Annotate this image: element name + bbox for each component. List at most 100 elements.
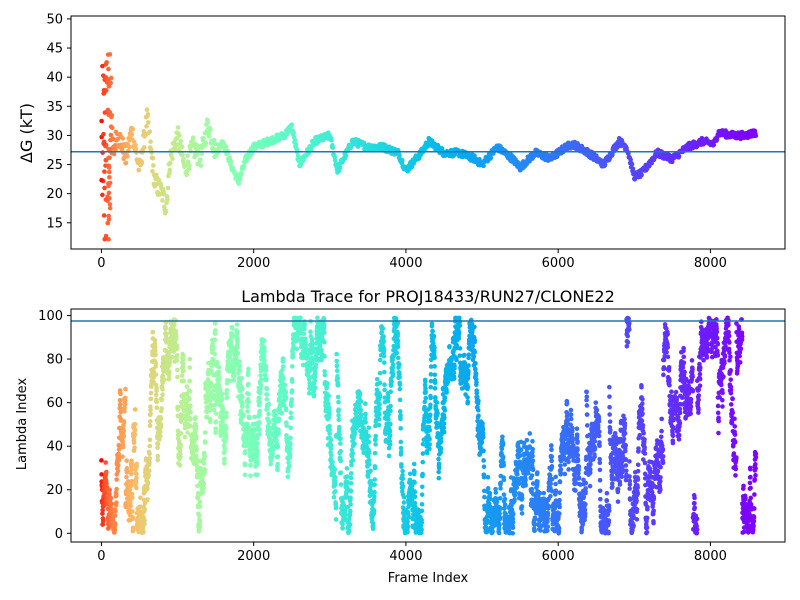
lambda-point [145, 480, 151, 485]
lambda-point [223, 425, 229, 431]
delta-g-point [211, 137, 217, 143]
lambda-point [338, 436, 343, 442]
lambda-point [424, 450, 430, 456]
delta-g-point [289, 122, 295, 127]
lambda-point [436, 475, 442, 481]
lambda-point [501, 492, 507, 497]
lambda-point [116, 457, 122, 463]
lambda-point [113, 508, 118, 514]
lambda-point [412, 494, 418, 500]
lambda-point [372, 477, 378, 482]
delta-g-point [201, 136, 206, 141]
lambda-point [347, 508, 353, 514]
lambda-point [255, 441, 261, 446]
lambda-point [285, 468, 291, 474]
lambda-point [451, 376, 457, 381]
lambda-point [280, 376, 286, 381]
lambda-point [321, 321, 327, 327]
lambda-point [434, 400, 440, 405]
lambda-point [289, 388, 295, 393]
lambda-point [287, 446, 293, 451]
lambda-point [264, 392, 270, 397]
delta-g-point [136, 167, 142, 173]
delta-g-point [181, 156, 186, 162]
lambda-point [500, 434, 505, 440]
lambda-point [251, 421, 257, 427]
lambda-point [368, 468, 373, 474]
delta-g-point [129, 131, 135, 137]
delta-g-point [481, 163, 486, 169]
lambda-point [246, 391, 251, 397]
lambda-point [216, 364, 222, 370]
delta-g-point [107, 175, 112, 180]
lambda-point [264, 397, 270, 402]
lambda-point [262, 372, 268, 377]
lambda-point [332, 474, 338, 480]
delta-g-point [111, 151, 117, 157]
lambda-point [436, 469, 441, 475]
lambda-point [481, 464, 487, 470]
lambda-point [386, 453, 392, 459]
lambda-point [493, 490, 499, 495]
lambda-point [328, 442, 334, 448]
lambda-point [174, 353, 180, 358]
delta-g-point [106, 110, 111, 115]
delta-g-point [144, 124, 149, 129]
lambda-point [197, 504, 203, 509]
lambda-point [342, 512, 348, 517]
lambda-point [394, 350, 400, 356]
lambda-point [429, 321, 435, 327]
delta-g-point [632, 176, 638, 182]
delta-g-point [133, 146, 139, 152]
lambda-point [358, 407, 364, 413]
lambda-point [235, 338, 241, 344]
lambda-point [279, 410, 285, 416]
delta-g-point [165, 185, 171, 191]
lambda-point [257, 390, 263, 396]
lambda-point [187, 356, 193, 362]
delta-g-point [199, 151, 205, 156]
lambda-point [153, 352, 158, 358]
lambda-point [357, 391, 363, 396]
lambda-point [340, 526, 346, 531]
lambda-point [121, 428, 127, 434]
lambda-point [382, 382, 387, 387]
delta-g-point [170, 156, 175, 161]
lambda-point [179, 373, 185, 378]
lambda-point [240, 386, 245, 392]
lambda-point [120, 444, 126, 450]
lambda-point [178, 454, 183, 460]
lambda-point [387, 442, 393, 447]
lambda-point [397, 374, 402, 380]
lambda-point [187, 365, 193, 370]
delta-g-point [106, 190, 112, 196]
lambda-point [142, 506, 147, 512]
lambda-point [114, 486, 119, 492]
lambda-point [327, 412, 332, 417]
lambda-point [366, 425, 372, 431]
lambda-point [282, 382, 288, 388]
lambda-point [216, 375, 222, 381]
lambda-point [389, 379, 394, 385]
lambda-point [366, 457, 372, 463]
lambda-point [124, 470, 130, 475]
delta-g-point [628, 157, 633, 163]
lambda-point [285, 474, 291, 480]
lambda-point [181, 368, 186, 373]
lambda-point [441, 415, 447, 421]
lambda-point [242, 462, 248, 468]
x-tick-label: 2000 [237, 256, 270, 271]
delta-g-point [107, 155, 112, 161]
lambda-point [400, 476, 406, 482]
lambda-point [334, 363, 340, 368]
lambda-point [466, 369, 471, 375]
lambda-point [386, 417, 391, 422]
lambda-point [500, 440, 506, 446]
lambda-point [423, 395, 429, 401]
lambda-point [128, 471, 134, 477]
lambda-point [248, 462, 253, 468]
lambda-point [181, 378, 186, 384]
lambda-point [480, 434, 486, 440]
lambda-point [432, 355, 437, 361]
